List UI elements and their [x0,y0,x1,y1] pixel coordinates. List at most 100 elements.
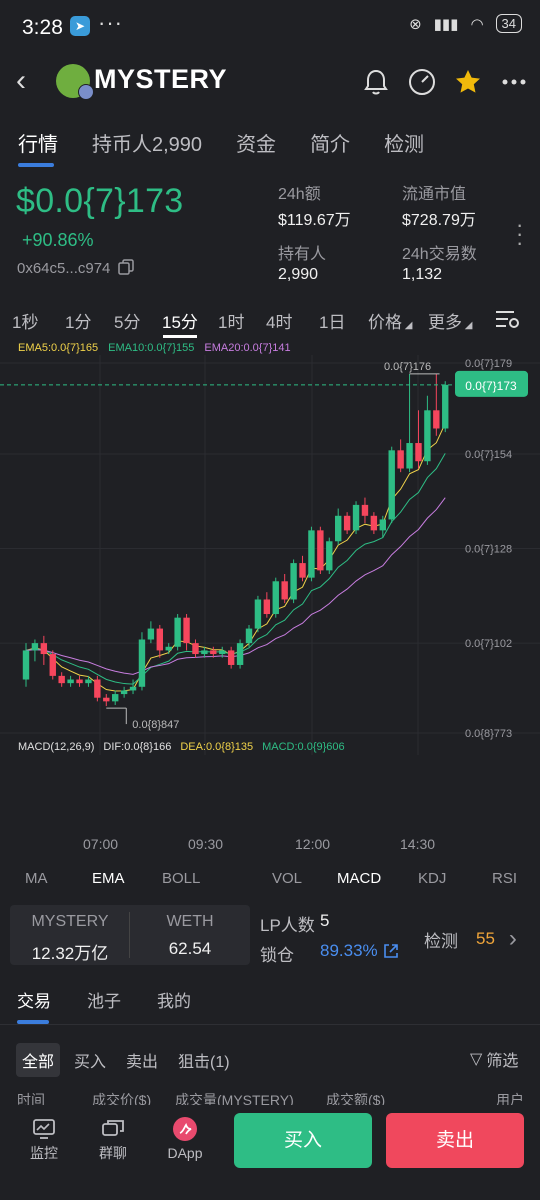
candle-body [103,697,110,702]
more-timeframes-dropdown[interactable]: 更多 ◢ [428,308,472,333]
candle-body [49,654,56,676]
macd-value-label: MACD:0.0{9}606 [262,741,345,753]
candle-body [120,690,128,695]
tab-market[interactable]: 行情 [18,134,58,156]
sell-button[interactable]: 卖出 [386,1113,524,1168]
indicator-vol[interactable]: VOL [272,870,303,887]
lp-count-label: LP人数 [260,916,315,935]
chevron-right-icon: › [508,925,517,952]
timeframe-5m[interactable]: 5分 [114,313,141,332]
nav-dapp[interactable]: DApp [160,1116,210,1161]
security-check-link[interactable]: 检测 55 › [424,925,517,953]
stat-label: 24h交易数 [402,246,477,263]
tab-funds[interactable]: 资金 [236,134,277,156]
ema10-line [25,453,446,685]
column-value: 成交额($) [326,1092,386,1108]
nav-monitor[interactable]: 监控 [19,1118,69,1163]
column-time: 时间 [17,1092,45,1108]
current-price-label: 0.0{7}173 [465,379,517,393]
lp-count-value: 5 [320,911,330,930]
bell-icon[interactable] [360,66,392,98]
column-amount: 成交量(MYSTERY) [175,1092,294,1108]
timeframe-1m[interactable]: 1分 [65,313,92,332]
trade-tabs: 交易 池子 我的 [17,987,191,1012]
timeframe-1s[interactable]: 1秒 [12,313,39,332]
chart-settings-icon[interactable] [494,308,520,330]
star-icon[interactable] [452,66,484,98]
candle-body [326,541,333,571]
price-mode-dropdown[interactable]: 价格 ◢ [368,308,412,333]
y-tick-label: 0.0{7}154 [465,449,512,461]
candle-body [183,617,190,644]
main-tabs: 行情 持币人2,990 资金 简介 检测 [18,128,458,157]
divider [129,912,130,958]
filter-icon: ▽ [470,1051,483,1068]
ema5-label: EMA5:0.0{7}165 [18,342,99,354]
tab-indicator [18,163,54,167]
ema-legend: EMA5:0.0{7}165 EMA10:0.0{7}155 EMA20:0.0… [18,342,291,354]
candle-body [352,504,360,531]
buy-button[interactable]: 买入 [234,1113,372,1168]
candle-body [308,530,315,578]
stat-label: 流通市值 [402,186,467,203]
timeframe-15m[interactable]: 15分 [162,313,198,332]
indicator-boll[interactable]: BOLL [162,870,201,887]
pool-base-value: 62.54 [168,939,212,958]
timeframe-1h[interactable]: 1时 [218,313,245,332]
timeframe-4h[interactable]: 4时 [266,313,293,332]
more-vertical-icon[interactable]: · · · [516,212,524,255]
candle-body [85,679,92,684]
stat-value: 2,990 [278,266,319,283]
copy-icon[interactable] [118,259,134,275]
tab-trades[interactable]: 交易 [17,992,51,1011]
tab-check[interactable]: 检测 [384,134,425,156]
y-tick-label: 0.0{7}179 [465,358,512,370]
candle-body [442,384,449,429]
nav-chat[interactable]: 群聊 [88,1118,138,1163]
candle-body [290,563,297,600]
ema10-label: EMA10:0.0{7}155 [108,342,195,354]
filter-button[interactable]: ▽ 筛选 [470,1047,518,1071]
tab-pool[interactable]: 池子 [87,992,121,1011]
check-score: 55 [476,929,495,948]
candlestick-chart[interactable]: 0.0{7}173 0.0{7}176 0.0{8}847 0.0{7}179 0.0… [0,355,540,755]
check-label: 检测 [424,931,458,951]
gauge-icon[interactable] [406,66,438,98]
candle-body [343,515,351,531]
indicator-macd[interactable]: MACD [337,870,382,887]
candle-body [317,530,324,571]
candle-body [219,650,226,655]
status-icons: ⊗ ▮▮▮ ◠ 34 [409,14,522,33]
triangle-down-icon: ◢ [462,320,473,331]
filter-all[interactable]: 全部 [16,1043,61,1077]
indicator-tabs: MA EMA BOLL VOL MACD KDJ RSI [0,870,540,892]
dif-label: DIF:0.0{8}166 [103,741,172,753]
chat-icon [102,1120,124,1136]
tab-mine[interactable]: 我的 [157,992,191,1011]
candle-body [156,628,163,651]
candle-body [174,617,181,647]
filter-snipe[interactable]: 狙击(1) [178,1054,230,1071]
indicator-ma[interactable]: MA [25,870,48,887]
filter-sell[interactable]: 卖出 [126,1054,159,1071]
timeframe-1d[interactable]: 1日 [319,313,346,332]
timeframe-bar: 1秒 1分 5分 15分 1时 4时 1日 价格 ◢ 更多 ◢ [12,308,530,332]
candle-body [227,650,235,665]
indicator-kdj[interactable]: KDJ [418,870,447,887]
chain-badge [78,84,94,100]
tab-holders[interactable]: 持币人2,990 [92,134,203,156]
indicator-ema[interactable]: EMA [92,870,125,887]
more-icon[interactable] [498,66,530,98]
x-tick-label: 09:30 [188,836,224,852]
macd-legend: MACD(12,26,9) DIF:0.0{8}166 DEA:0.0{8}13… [18,741,345,753]
status-bar: 3:28 ➤ ··· ⊗ ▮▮▮ ◠ 34 [0,0,540,56]
stat-value: $119.67万 [278,212,351,229]
pool-reserves [10,905,250,965]
candle-body [379,519,386,531]
lock-link[interactable]: 89.33% [320,941,399,961]
indicator-rsi[interactable]: RSI [492,870,518,887]
back-icon[interactable]: ‹ [16,64,26,97]
filter-buy[interactable]: 买入 [74,1054,107,1071]
tab-intro[interactable]: 简介 [310,134,351,156]
x-tick-label: 12:00 [295,836,331,852]
